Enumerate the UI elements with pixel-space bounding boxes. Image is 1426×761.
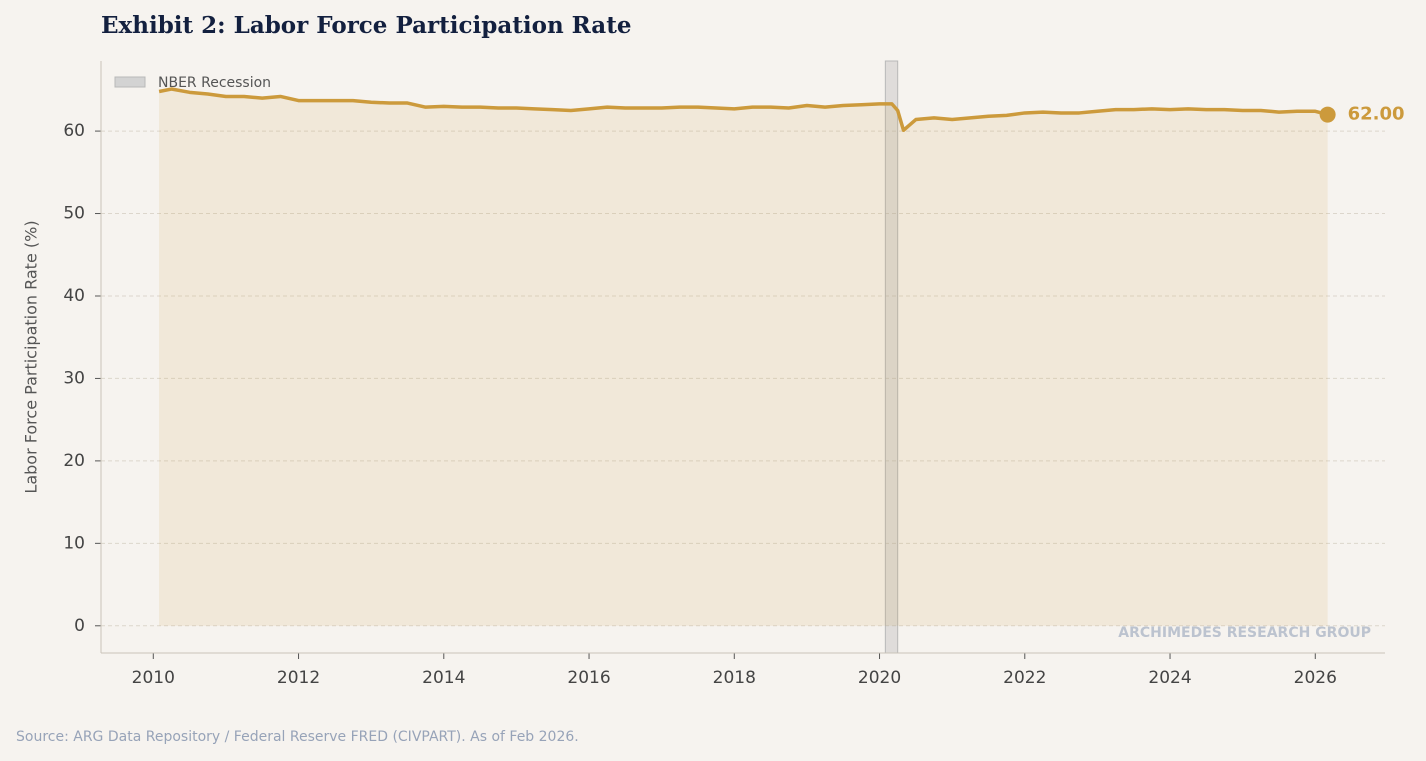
x-tick-label: 2022 [1003,668,1046,688]
legend-swatch [114,76,146,88]
x-tick-label: 2014 [422,668,465,688]
y-tick-label: 0 [74,616,85,636]
chart-title: Exhibit 2: Labor Force Participation Rat… [101,12,631,39]
legend-label: NBER Recession [158,75,271,91]
x-tick-label: 2026 [1294,668,1337,688]
y-tick-label: 20 [63,451,85,471]
y-tick-label: 30 [63,368,85,388]
y-tick-label: 40 [63,286,85,306]
source: Source: ARG Data Repository / Federal Re… [16,729,579,745]
y-tick-label: 50 [63,204,85,224]
x-tick-label: 2012 [277,668,320,688]
line [158,87,1329,133]
x-tick-label: 2020 [858,668,901,688]
y-axis-label: Labor Force Participation Rate (%) [22,220,41,493]
x-tick-label: 2024 [1148,668,1191,688]
x-tick-label: 2016 [567,668,610,688]
x-tick-label: 2018 [713,668,756,688]
x-tick-label: 2010 [132,668,175,688]
watermark: ARCHIMEDES RESEARCH GROUP [1118,625,1371,641]
end-point [1319,106,1336,123]
area [159,89,1328,626]
y-tick-label: 60 [63,121,85,141]
value-label: 62.00 [1348,104,1405,125]
y-tick-label: 10 [63,533,85,553]
